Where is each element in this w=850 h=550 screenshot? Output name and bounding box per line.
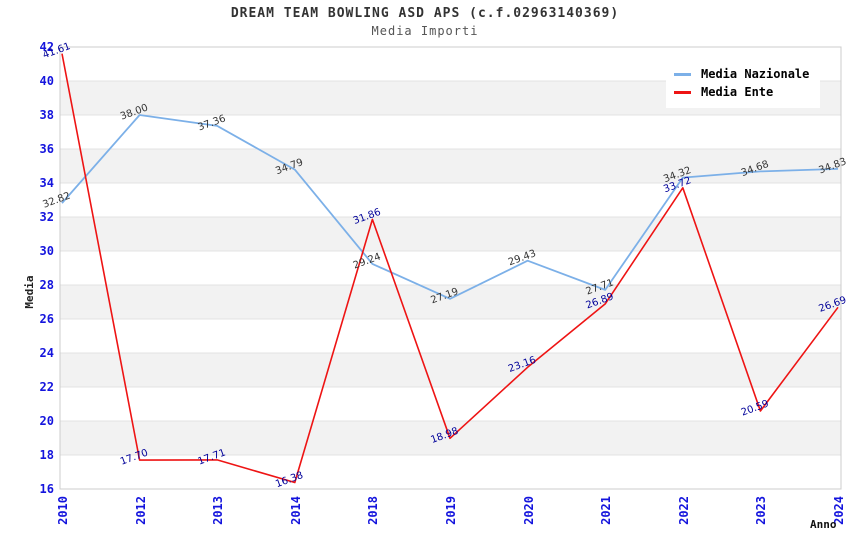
y-tick-label: 24 [40, 346, 54, 360]
y-tick-label: 16 [40, 482, 54, 496]
legend-item-media-nazionale: Media Nazionale [674, 65, 820, 83]
y-tick-label: 36 [40, 142, 54, 156]
plot-band [60, 115, 841, 149]
x-tick-label: 2019 [444, 496, 458, 525]
plot-band [60, 183, 841, 217]
plot-band [60, 353, 841, 387]
y-tick-label: 34 [40, 176, 54, 190]
x-axis-title: Anno [810, 518, 837, 531]
series-line-media-nazionale [61, 114, 839, 300]
x-tick-label: 2020 [522, 496, 536, 525]
legend: Media Nazionale Media Ente [666, 58, 820, 108]
x-tick-label: 2024 [832, 496, 846, 525]
legend-label-media-nazionale: Media Nazionale [701, 67, 810, 81]
plot-band [60, 217, 841, 251]
plot-band [60, 319, 841, 353]
y-tick-label: 18 [40, 448, 54, 462]
y-tick-label: 20 [40, 414, 54, 428]
x-tick-label: 2010 [56, 496, 70, 525]
plot-band [60, 251, 841, 285]
legend-swatch-media-nazionale-icon [674, 72, 691, 76]
x-tick-label: 2022 [677, 496, 691, 525]
x-tick-label: 2013 [211, 496, 225, 525]
y-axis-title: Media [23, 275, 36, 309]
legend-swatch-media-ente-icon [674, 90, 691, 94]
x-tick-label: 2023 [754, 496, 768, 525]
y-tick-label: 28 [40, 278, 54, 292]
y-tick-label: 22 [40, 380, 54, 394]
plot-border [59, 46, 842, 490]
y-tick-label: 30 [40, 244, 54, 258]
x-tick-label: 2018 [366, 496, 380, 525]
x-tick-label: 2014 [289, 496, 303, 525]
chart-subtitle: Media Importi [371, 24, 479, 38]
x-tick-label: 2012 [134, 496, 148, 525]
plot-band [60, 149, 841, 183]
chart-title: DREAM TEAM BOWLING ASD APS (c.f.02963140… [230, 6, 620, 21]
y-tick-label: 32 [40, 210, 54, 224]
legend-label-media-ente: Media Ente [701, 85, 774, 99]
y-tick-label: 42 [40, 40, 54, 54]
y-tick-label: 26 [40, 312, 54, 326]
y-tick-label: 40 [40, 74, 54, 88]
x-tick-label: 2021 [599, 496, 613, 525]
plot-band [60, 285, 841, 319]
legend-item-media-ente: Media Ente [674, 83, 820, 101]
plot-band [60, 387, 841, 421]
y-tick-label: 38 [40, 108, 54, 122]
series-line-media-ente [61, 53, 839, 484]
